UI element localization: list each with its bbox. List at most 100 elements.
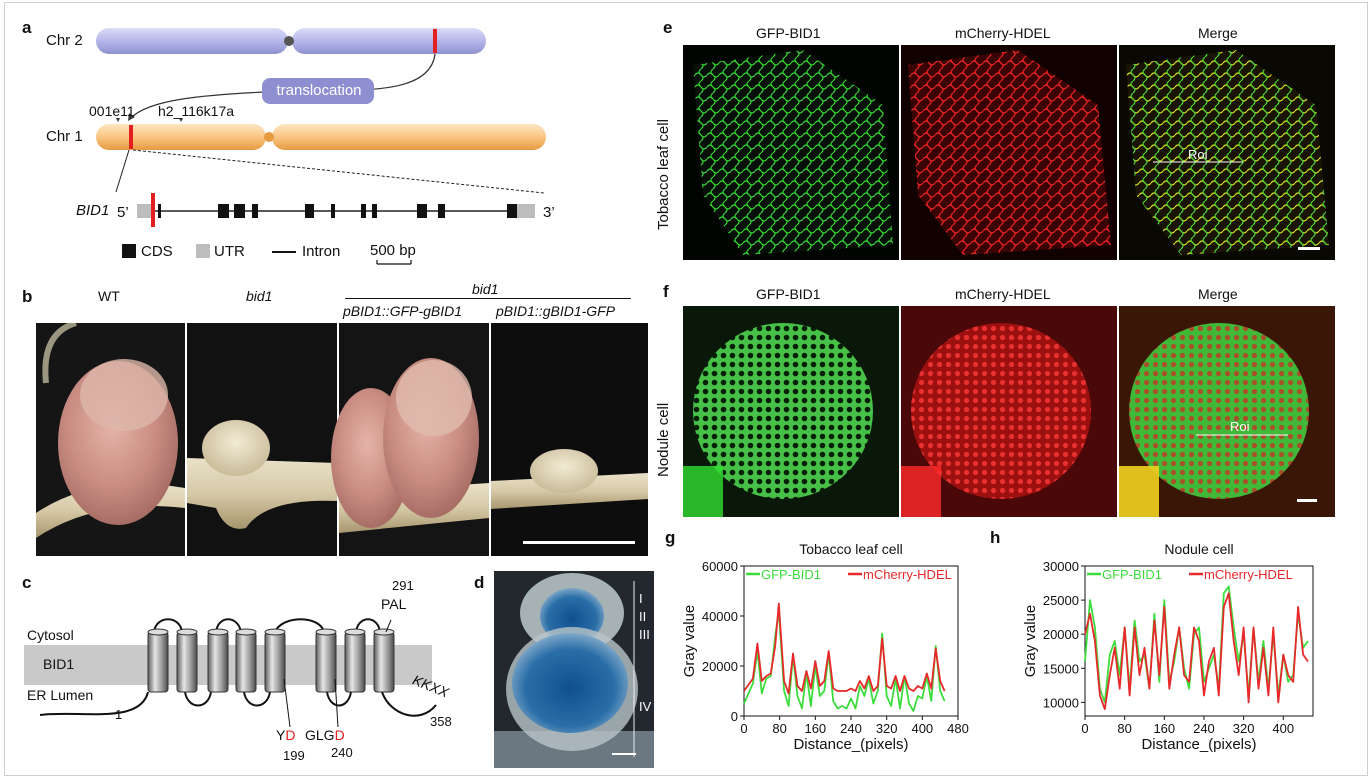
chr1-marker — [129, 125, 133, 149]
chart-nodule: Nodule cell 10000 15000 20000 25000 30000 0 80 1… — [1022, 541, 1314, 753]
b-bid1-group-header: bid1 — [472, 281, 499, 297]
d-zone-2: II — [639, 609, 647, 624]
e-col-gfp: GFP-BID1 — [756, 25, 821, 41]
x-tick-label: 160 — [804, 721, 826, 736]
f-col-mcherry: mCherry-HDEL — [955, 286, 1051, 302]
x-tick-label: 240 — [1193, 721, 1215, 736]
y-tick-label: 0 — [731, 709, 738, 724]
b-bid1-header: bid1 — [246, 288, 273, 304]
c-n-term: 1 — [115, 707, 123, 722]
f-roi-label: Roi — [1230, 419, 1250, 434]
legend-label: GFP-BID1 — [1102, 567, 1162, 582]
x-axis-label: Distance_(pixels) — [793, 736, 908, 753]
c-yd-pos: 199 — [283, 748, 305, 763]
panel-a-label: a — [22, 18, 32, 37]
b-group-line — [345, 298, 631, 299]
c-c-term: 358 — [430, 714, 452, 729]
legend-intron-label: Intron — [302, 243, 341, 260]
tm-helices — [147, 628, 395, 693]
series-line-mcherry-hdel — [1084, 592, 1309, 711]
marker-001e11: 001e11 — [89, 103, 135, 119]
series-line-mcherry-hdel — [743, 602, 946, 695]
chr2-arm-left — [96, 28, 288, 54]
panel-h-label: h — [990, 528, 1001, 547]
y-tick-label: 10000 — [1043, 695, 1079, 710]
d-zone-1: I — [639, 591, 643, 606]
series-line-gfp-bid1 — [743, 610, 946, 712]
chr2-label: Chr 2 — [46, 32, 83, 49]
e-row-label: Tobacco leaf cell — [655, 119, 672, 230]
chr1-arm-left — [96, 124, 266, 150]
chr2-arm-right — [292, 28, 486, 54]
five-prime-label: 5’ — [117, 204, 129, 221]
panel-c-topology — [24, 618, 437, 728]
x-tick-label: 160 — [1153, 721, 1175, 736]
chr2-marker — [433, 29, 437, 53]
e-col-merge: Merge — [1198, 25, 1238, 41]
c-glgd: GLGD — [305, 727, 345, 743]
scale-bar-label: 500 bp — [370, 242, 416, 259]
y-tick-label: 30000 — [1043, 559, 1079, 574]
legend-label: GFP-BID1 — [761, 567, 821, 582]
c-yd: YD — [276, 727, 296, 743]
translocation-label: translocation — [276, 82, 362, 99]
panel-g-label: g — [665, 528, 676, 547]
translocation-box — [262, 78, 374, 104]
y-axis-label: Gray value — [1022, 605, 1039, 678]
y-tick-label: 15000 — [1043, 661, 1079, 676]
panel-b-photos — [36, 323, 648, 556]
x-tick-label: 0 — [740, 721, 747, 736]
e-roi-label: Roi — [1188, 147, 1208, 162]
chr2-centromere — [284, 36, 294, 46]
c-glgd-pos: 240 — [331, 745, 353, 760]
d-zone-3: III — [639, 627, 650, 642]
f-col-merge: Merge — [1198, 286, 1238, 302]
chart-title: Nodule cell — [1164, 541, 1233, 557]
x-tick-label: 240 — [840, 721, 862, 736]
legend-label: mCherry-HDEL — [1204, 567, 1293, 582]
chart-title: Tobacco leaf cell — [799, 541, 903, 557]
b-wt-header: WT — [98, 288, 120, 304]
x-tick-label: 80 — [1117, 721, 1131, 736]
y-tick-label: 20000 — [702, 659, 738, 674]
chr1-centromere — [264, 132, 274, 142]
panel-a-diagram — [96, 28, 546, 265]
c-protein-label: BID1 — [43, 656, 75, 672]
panel-d-gus — [494, 571, 654, 768]
c-pal: PAL — [381, 596, 407, 612]
y-axis-label: Gray value — [681, 605, 698, 678]
panel-b-label: b — [22, 287, 33, 306]
gene-label: BID1 — [76, 202, 110, 219]
x-tick-label: 400 — [1272, 721, 1294, 736]
chart-tobacco-leaf: Tobacco leaf cell 0 20000 40000 60000 0 80 160 2… — [681, 541, 969, 753]
x-tick-label: 80 — [772, 721, 786, 736]
panel-f-label: f — [663, 282, 669, 301]
legend-label: mCherry-HDEL — [863, 567, 952, 582]
panel-e-label: e — [663, 18, 673, 37]
three-prime-label: 3’ — [543, 204, 555, 221]
f-row-label: Nodule cell — [655, 402, 672, 477]
b-construct1-header: pBID1::GFP-gBID1 — [343, 303, 463, 319]
legend-utr-label: UTR — [214, 243, 245, 260]
e-col-mcherry: mCherry-HDEL — [955, 25, 1051, 41]
c-pal-pos: 291 — [392, 578, 414, 593]
x-tick-label: 480 — [947, 721, 969, 736]
x-tick-label: 320 — [876, 721, 898, 736]
legend-cds-label: CDS — [141, 243, 173, 260]
y-tick-label: 25000 — [1043, 593, 1079, 608]
x-axis-label: Distance_(pixels) — [1141, 736, 1256, 753]
panel-f-micrographs — [683, 306, 1335, 517]
x-tick-label: 400 — [911, 721, 933, 736]
c-cytosol-label: Cytosol — [27, 627, 74, 643]
chr1-label: Chr 1 — [46, 128, 83, 145]
b-construct2-header: pBID1::gBID1-GFP — [496, 303, 616, 319]
x-tick-label: 320 — [1233, 721, 1255, 736]
marker-h2-116k17a: h2_116k17a — [158, 103, 235, 119]
y-tick-label: 60000 — [702, 559, 738, 574]
panel-e-micrographs — [683, 45, 1335, 260]
y-tick-label: 20000 — [1043, 627, 1079, 642]
panel-c-label: c — [22, 573, 32, 592]
x-tick-label: 0 — [1081, 721, 1088, 736]
y-tick-label: 40000 — [702, 609, 738, 624]
plot-frame — [1084, 565, 1314, 717]
